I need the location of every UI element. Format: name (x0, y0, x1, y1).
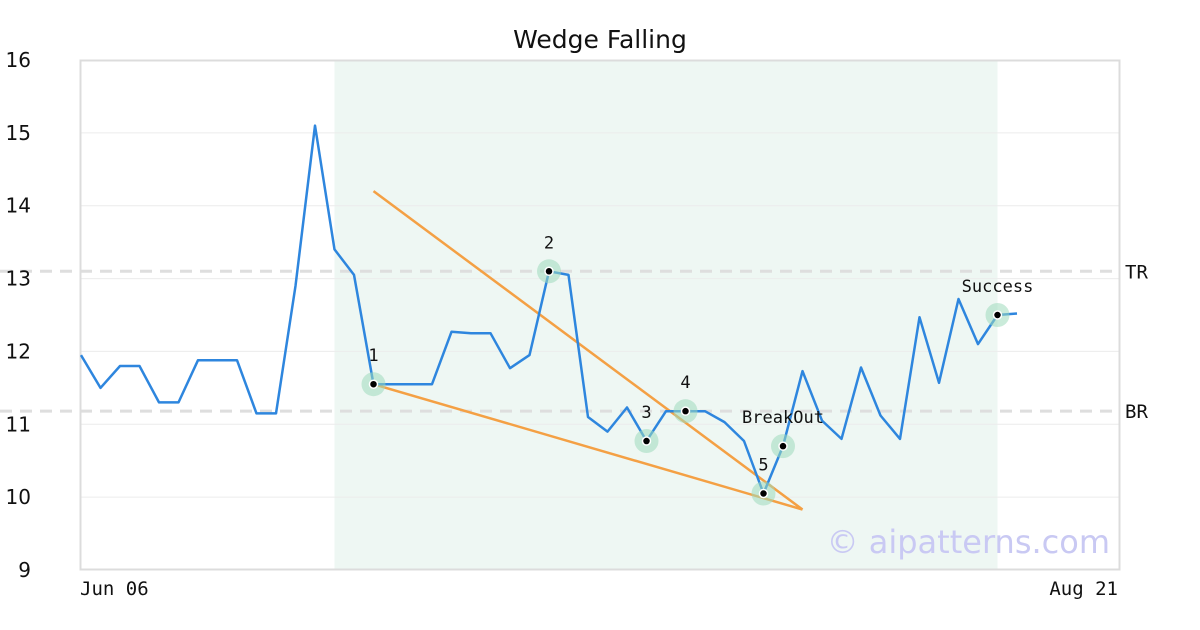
pattern-point: 1 (361, 346, 386, 397)
pattern-region-shade (334, 61, 998, 570)
x-tick-first: Jun 06 (80, 578, 149, 600)
pattern-points: 1 2 3 4 5 BreakOut Success (361, 233, 1034, 506)
pattern-point: 5 (751, 456, 776, 506)
pattern-point: 3 (634, 403, 659, 454)
y-tick-label: 14 (6, 194, 31, 218)
y-tick-label: 12 (6, 339, 31, 363)
pattern-point: BreakOut (742, 408, 824, 459)
y-tick-label: 10 (6, 485, 31, 509)
watermark: © aipatterns.com (827, 523, 1110, 561)
trendline-upper (372, 190, 804, 511)
point-dot (758, 488, 769, 499)
level-label-br: BR (1125, 401, 1148, 423)
point-label: 2 (544, 233, 554, 253)
trendline-lower (373, 383, 803, 511)
pattern-point: Success (962, 277, 1034, 327)
point-label: BreakOut (742, 408, 824, 428)
plot-frame (79, 59, 1121, 571)
y-tick-label: 13 (6, 267, 31, 291)
point-label: 1 (368, 346, 378, 366)
y-tick-label: 15 (6, 121, 31, 145)
y-tick-label: 9 (18, 558, 31, 582)
pattern-point: 2 (537, 233, 561, 284)
y-axis: 9 10 11 12 13 14 15 16 (6, 48, 31, 582)
point-dot (778, 441, 788, 451)
point-label: 4 (680, 373, 690, 393)
y-tick-label: 11 (6, 412, 31, 436)
trendlines (372, 190, 804, 511)
x-tick-last: Aug 21 (1049, 578, 1118, 600)
pattern-region (334, 61, 998, 570)
point-dot (992, 310, 1003, 320)
point-label: 3 (641, 403, 651, 423)
point-label: 5 (758, 456, 768, 476)
chart-title: Wedge Falling (513, 25, 687, 54)
y-tick-label: 16 (6, 48, 31, 72)
point-dot (368, 379, 379, 389)
point-label: Success (962, 277, 1034, 297)
pattern-point: 4 (673, 373, 698, 424)
point-dot (544, 266, 554, 277)
level-label-tr: TR (1125, 261, 1148, 283)
point-dot (641, 436, 652, 446)
point-dot (680, 406, 691, 416)
levels: TR BR (0, 261, 1148, 423)
grid (81, 132, 1119, 498)
